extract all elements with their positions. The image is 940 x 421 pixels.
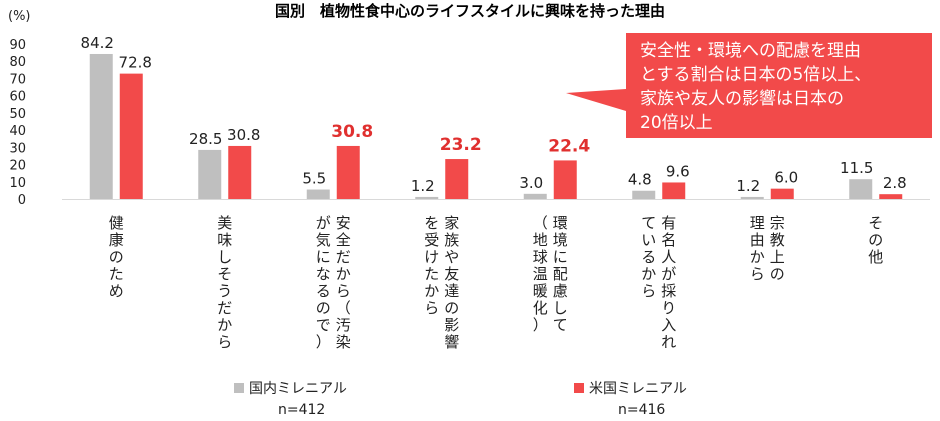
bar-us [336,145,360,199]
y-tick-label: 0 [18,193,26,208]
y-tick-label: 20 [9,159,26,174]
category-label: その他 [868,214,883,266]
bar-us [662,182,686,199]
y-tick-label: 70 [9,72,26,87]
category-label: 理由から [750,214,765,283]
bar-japan [523,193,547,199]
bar-japan [198,149,222,199]
category-label: 美味しそうだから [217,214,232,351]
data-label-japan: 11.5 [840,159,873,177]
y-tick-label: 60 [9,90,26,105]
bar-us [553,160,577,199]
legend-swatch [574,383,584,393]
y-tick-label: 40 [9,124,26,139]
data-label-japan: 5.5 [302,170,326,188]
y-tick-label: 90 [9,38,26,53]
category-label: 宗教上の [770,214,785,283]
bar-us [119,73,143,199]
y-axis: 0 10 20 30 40 50 60 70 80 90 [9,38,930,208]
bar-us [228,145,252,199]
data-label-japan: 3.0 [519,174,543,192]
callout-bubble [566,33,932,138]
legend: 国内ミレニアル n=412 米国ミレニアル n=416 [234,381,687,418]
category-label: （地球温暖化） [533,214,548,334]
category-label: が気になるので） [316,214,331,351]
bar-japan [89,53,113,199]
bar-japan [415,196,439,199]
callout-text-line: 家族や友人の影響は日本の [640,89,844,109]
data-label-japan: 1.2 [736,177,760,195]
y-tick-label: 50 [9,107,26,122]
data-label-japan: 28.5 [189,130,222,148]
category-label: 安全だから（汚染 [336,214,351,351]
data-label-us: 9.6 [666,162,690,180]
category-label: を受けたから [424,214,439,317]
bar-japan [632,190,656,199]
legend-label: 国内ミレニアル [249,381,347,397]
bars [89,53,903,199]
y-axis-unit: (%) [8,9,31,24]
y-tick-label: 30 [9,141,26,156]
category-label: 有名人が採り入れ [661,214,676,351]
bar-japan [306,189,330,199]
bar-us [770,188,794,199]
category-label: 環境に配慮して [553,214,568,334]
data-label-us: 30.8 [331,122,373,142]
callout-text-line: 安全性・環境への配慮を理由 [640,41,861,61]
y-tick-label: 80 [9,55,26,70]
bar-us [879,194,903,199]
legend-label: 米国ミレニアル [589,381,687,397]
data-label-us: 2.8 [883,174,907,192]
category-label: ているから [641,214,656,300]
bar-japan [740,196,764,199]
legend-swatch [234,383,244,393]
data-label-japan: 1.2 [411,177,435,195]
bar-japan [849,179,873,199]
callout-text-line: とする割合は日本の5倍以上、 [640,65,871,85]
y-tick-label: 10 [9,176,26,191]
data-label-us: 23.2 [440,135,482,155]
data-labels: 84.2 72.8 28.5 30.8 5.5 30.8 1.2 23.2 3.0 22.4 4.8… [81,34,907,195]
legend-sample-size: n=416 [618,402,665,418]
category-label: 健康のため [109,214,124,300]
chart-title: 国別 植物性食中心のライフスタイルに興味を持った理由 [275,2,665,20]
category-label: 家族や友達の影響 [444,214,459,351]
data-label-japan: 84.2 [81,34,114,52]
data-label-us: 30.8 [227,126,260,144]
data-label-us: 6.0 [774,169,798,187]
callout-text-line: 20倍以上 [640,113,713,133]
data-label-japan: 4.8 [628,171,652,189]
data-label-us: 22.4 [548,136,590,156]
legend-sample-size: n=412 [278,402,325,418]
bar-us [445,159,469,199]
data-label-us: 72.8 [119,54,152,72]
